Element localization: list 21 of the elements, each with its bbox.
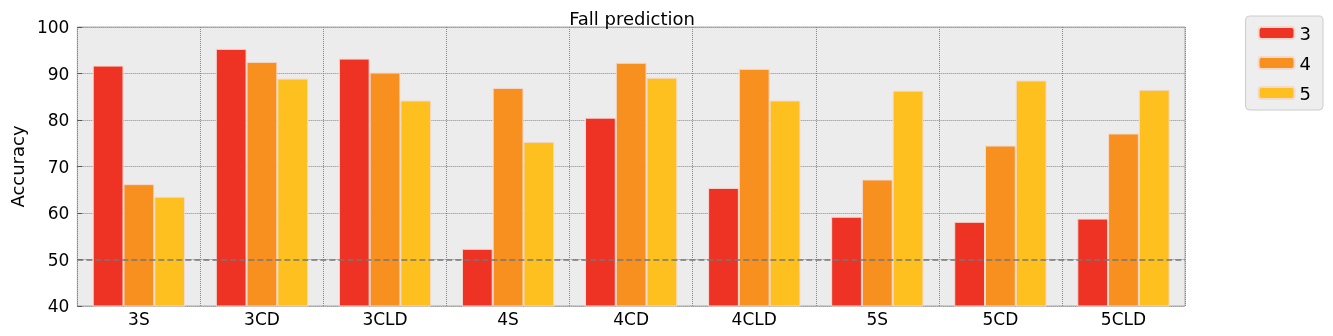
y-axis-title: Accuracy — [6, 125, 28, 208]
legend-label: 5 — [1299, 82, 1311, 104]
x-tick-label: 4CD — [613, 308, 650, 329]
y-tick-label: 90 — [47, 63, 70, 84]
x-tick-label: 5S — [866, 308, 889, 329]
x-tick-label: 5CD — [982, 308, 1019, 329]
y-tick-label: 60 — [47, 203, 70, 223]
x-tick-label: 3CLD — [362, 308, 408, 329]
chart-title: Fall prediction — [569, 7, 695, 29]
y-tick-label: 80 — [47, 110, 70, 130]
x-tick-label: 5CLD — [1100, 308, 1147, 329]
x-tick-label: 4CLD — [731, 308, 777, 329]
y-tick-label: 70 — [47, 156, 70, 177]
x-tick-label: 3CD — [244, 308, 280, 329]
y-tick-label: 40 — [47, 296, 70, 316]
x-tick-label: 3S — [128, 308, 150, 329]
y-tick-label: 100 — [36, 17, 70, 37]
x-tick-label: 4S — [497, 308, 519, 329]
legend-label: 4 — [1299, 52, 1311, 74]
legend-label: 3 — [1299, 22, 1311, 44]
y-tick-label: 50 — [47, 249, 70, 270]
